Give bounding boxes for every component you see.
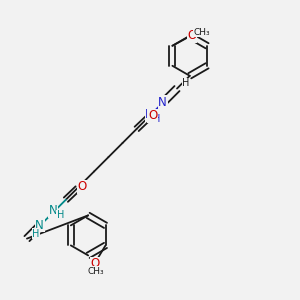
Text: N: N bbox=[49, 204, 58, 217]
Text: H: H bbox=[32, 229, 40, 239]
Text: O: O bbox=[91, 257, 100, 270]
Text: O: O bbox=[148, 110, 157, 122]
Text: N: N bbox=[145, 108, 154, 121]
Text: CH₃: CH₃ bbox=[87, 267, 104, 276]
Text: N: N bbox=[158, 96, 167, 109]
Text: O: O bbox=[188, 29, 197, 42]
Text: O: O bbox=[77, 180, 86, 193]
Text: H: H bbox=[57, 210, 64, 220]
Text: CH₃: CH₃ bbox=[194, 28, 210, 37]
Text: H: H bbox=[182, 78, 190, 88]
Text: N: N bbox=[35, 219, 44, 232]
Text: H: H bbox=[153, 114, 160, 124]
